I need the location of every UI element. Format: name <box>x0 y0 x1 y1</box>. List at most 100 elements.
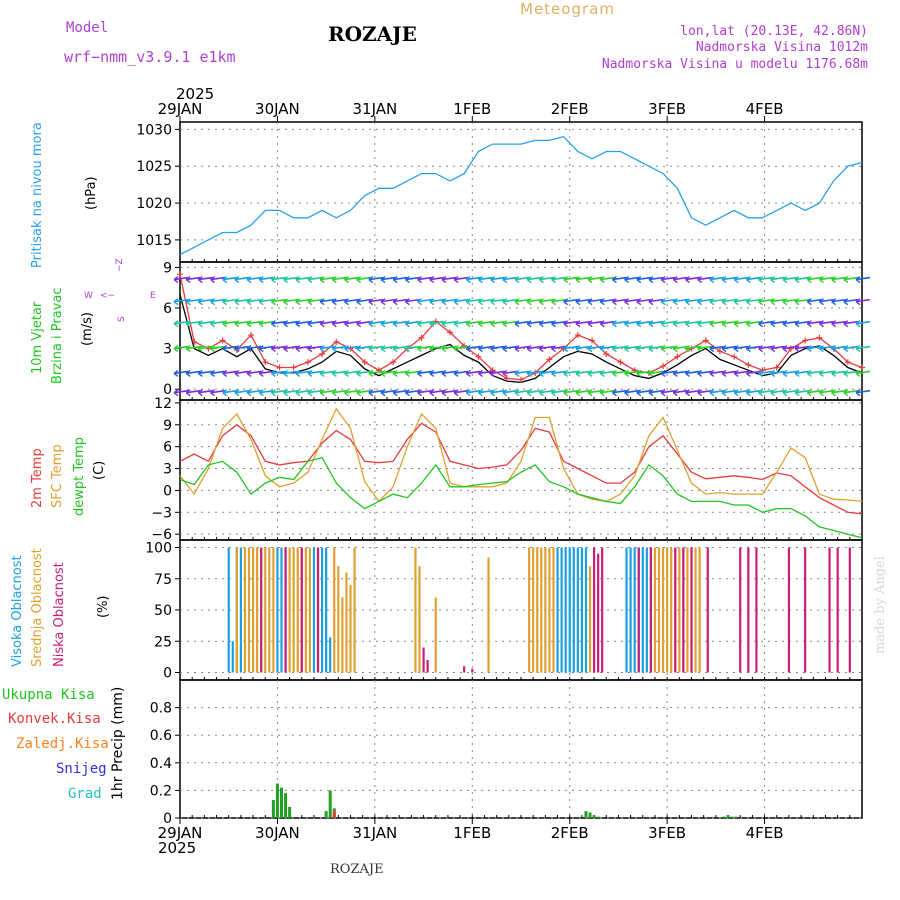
wind-arrow-head <box>234 345 240 353</box>
wind-arrow <box>514 345 530 350</box>
wind-arrow <box>210 345 225 350</box>
wind-arrow <box>344 345 359 350</box>
wind-arrow-head <box>806 298 812 306</box>
wind-arrow <box>198 276 213 281</box>
wind-arrow <box>234 320 250 325</box>
wind-arrow <box>222 370 237 375</box>
wind-arrow-head <box>173 320 179 328</box>
wind-arrow <box>466 320 481 325</box>
x-tick-label-bottom: 3FEB <box>648 824 686 842</box>
wind-arrow <box>563 320 578 325</box>
wind-arrow-head <box>380 345 386 353</box>
wind-arrow-head <box>429 345 435 353</box>
wind-arrow <box>612 298 627 303</box>
wind-arrow <box>527 345 542 350</box>
wind-arrow-head <box>258 369 264 377</box>
wind-arrow <box>855 276 871 281</box>
wind-arrow <box>551 370 566 375</box>
bar-ukupna-kisa <box>284 793 288 818</box>
wind-arrow <box>855 320 871 325</box>
wind-arrow-head <box>758 389 763 397</box>
wind-arrow <box>186 320 201 325</box>
y-tick-label: 1030 <box>136 122 172 138</box>
wind-arrow <box>648 389 664 394</box>
bar-visoka-oblacnost <box>633 547 636 673</box>
wind-arrow-head <box>685 389 690 397</box>
wind-arrow-head <box>721 276 727 284</box>
wind-arrow <box>320 298 335 303</box>
wind-arrow <box>453 370 469 375</box>
wind-arrow-head <box>709 320 715 328</box>
wind-arrow <box>831 298 846 303</box>
x-tick-label-bottom: 4FEB <box>746 824 784 842</box>
wind-arrow-head <box>258 345 264 353</box>
wind-arrow-head <box>514 345 520 353</box>
wind-arrow-head <box>575 320 581 328</box>
bar-ukupna-kisa <box>588 812 592 818</box>
wind-arrow <box>222 276 237 281</box>
wind-arrow-head <box>490 320 496 328</box>
wind-arrow-head <box>197 298 203 306</box>
wind-arrow <box>344 276 359 281</box>
bar-srednja-oblacnost <box>657 547 661 673</box>
wind-arrow <box>502 276 517 281</box>
wind-arrow-head <box>441 298 447 306</box>
wind-arrow <box>307 345 323 350</box>
wind-arrow <box>198 370 213 375</box>
compass-e: E <box>150 291 156 301</box>
compass-n: −Z <box>115 258 125 272</box>
wind-arrow-head <box>709 389 715 397</box>
wind-arrow-head <box>478 389 483 397</box>
wind-arrow <box>393 320 408 325</box>
compass-w: W <box>84 291 93 301</box>
wind-arrow-head <box>295 369 301 377</box>
wind-arrow <box>636 370 651 375</box>
wind-arrow-head <box>843 369 849 377</box>
y-tick-label: 6 <box>163 440 172 456</box>
wind-arrow <box>393 370 408 375</box>
wind-arrow <box>587 320 603 325</box>
wind-arrow-head <box>733 389 739 397</box>
wind-arrow <box>441 320 457 325</box>
wind-arrow <box>697 389 712 394</box>
wind-arrow <box>563 276 578 281</box>
wind-arrow-head <box>344 320 349 328</box>
model-name: wrf−nmm_v3.9.1 e1km <box>64 48 236 66</box>
wind-arrow <box>514 276 530 281</box>
bar-niska-oblacnost <box>597 553 600 673</box>
wind-arrow <box>271 298 286 303</box>
gust-marker <box>446 329 453 336</box>
wind-arrow <box>539 345 554 350</box>
wind-arrow-head <box>295 345 301 353</box>
gust-marker <box>290 364 297 371</box>
gust-marker <box>731 353 738 360</box>
wind-arrow-head <box>685 298 690 306</box>
x-tick-label-top: 30JAN <box>255 100 300 118</box>
wind-arrow <box>283 320 298 325</box>
gust-marker <box>546 356 553 363</box>
wind-arrow <box>173 320 189 325</box>
wind-arrow <box>855 389 871 394</box>
gust-marker <box>816 334 823 341</box>
wind-arrow-head <box>234 369 240 377</box>
bar-srednja-oblacnost <box>308 547 312 673</box>
wind-arrow-head <box>758 369 763 377</box>
wind-arrow <box>271 345 286 350</box>
wind-arrow-head <box>745 389 751 397</box>
wind-arrow-head <box>234 320 240 328</box>
wind-arrow <box>271 276 286 281</box>
gust-marker <box>660 363 667 370</box>
wind-arrow <box>490 370 505 375</box>
wind-arrow-head <box>283 369 289 377</box>
wind-arrow <box>661 298 676 303</box>
bar-srednja-oblacnost <box>264 547 267 673</box>
wind-arrow <box>831 389 846 394</box>
wind-arrow <box>697 345 712 350</box>
wind-arrow-head <box>612 298 617 306</box>
wind-arrow <box>770 370 785 375</box>
wind-arrow <box>222 298 237 303</box>
wind-arrow <box>685 389 700 394</box>
wind-arrow-head <box>197 345 203 353</box>
wind-arrow-head <box>745 298 751 306</box>
wind-arrow-head <box>526 276 532 284</box>
